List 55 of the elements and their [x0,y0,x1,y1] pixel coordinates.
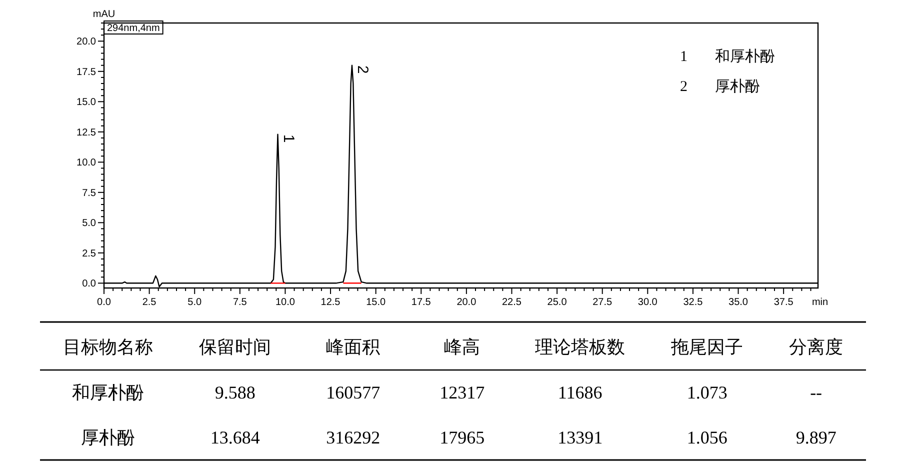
annotation: 2 [680,79,688,95]
x-tick-label: 7.5 [232,297,248,308]
x-axis-title: min [812,297,828,308]
text: 316292 [326,428,380,448]
category-label: 峰面积 [326,337,380,357]
x-tick-label: 5.0 [188,297,202,308]
x-tick-label: 25.0 [547,297,568,308]
y-tick-label: 17.5 [76,66,96,78]
y-tick-label: 12.5 [76,127,96,138]
text: 17965 [440,428,485,448]
x-tick-label: 27.5 [592,297,613,308]
category-label: 目标物名称 [63,337,154,357]
y-tick-label: 15.0 [76,97,96,108]
text: 160577 [326,382,380,402]
x-tick-label: 17.5 [411,297,432,308]
x-tick-label: 35.0 [728,297,748,308]
x-tick-label: 30.0 [638,297,658,308]
annotation: 和厚朴酚 [715,48,775,65]
category-label: 分离度 [789,337,844,357]
y-axis-title: mAU [92,9,116,20]
text: -- [810,382,822,402]
annotation: 厚朴酚 [715,78,760,95]
text: 厚朴酚 [81,428,136,448]
x-tick-label: 12.5 [320,297,341,308]
category-label: 理论塔板数 [535,337,626,357]
text: 1.073 [686,382,728,402]
annotation: 1 [680,49,688,65]
annotation: 1 [280,134,297,143]
y-tick-label: 5.0 [82,218,96,230]
category-label: 保留时间 [199,337,272,357]
x-tick-label: 0.0 [97,297,112,308]
x-tick-label: 20.0 [456,297,477,308]
x-tick-label: 10.0 [275,297,296,308]
text: 13.684 [210,428,260,448]
text: 12317 [440,382,485,402]
x-tick-label: 32.5 [683,297,704,308]
text: 13391 [558,428,603,448]
text: 和厚朴酚 [72,382,144,402]
text: 1.056 [686,428,728,448]
y-tick-label: 10.0 [76,158,96,169]
text: 9.897 [796,428,836,448]
y-tick-label: 0.0 [82,278,96,290]
x-tick-label: 15.0 [366,297,386,308]
y-tick-label: 7.5 [82,188,96,199]
x-tick-label: 37.5 [774,297,794,308]
annotation: 2 [354,65,372,74]
x-tick-label: 2.5 [142,297,157,308]
category-label: 峰高 [444,337,480,357]
category-label: 拖尾因子 [670,337,744,357]
text: 11686 [558,382,602,402]
text: 9.588 [214,382,256,402]
y-tick-label: 2.5 [82,248,96,260]
y-tick-label: 20.0 [76,36,96,48]
x-tick-label: 22.5 [502,297,522,308]
annotation: 294nm,4nm [107,23,160,34]
